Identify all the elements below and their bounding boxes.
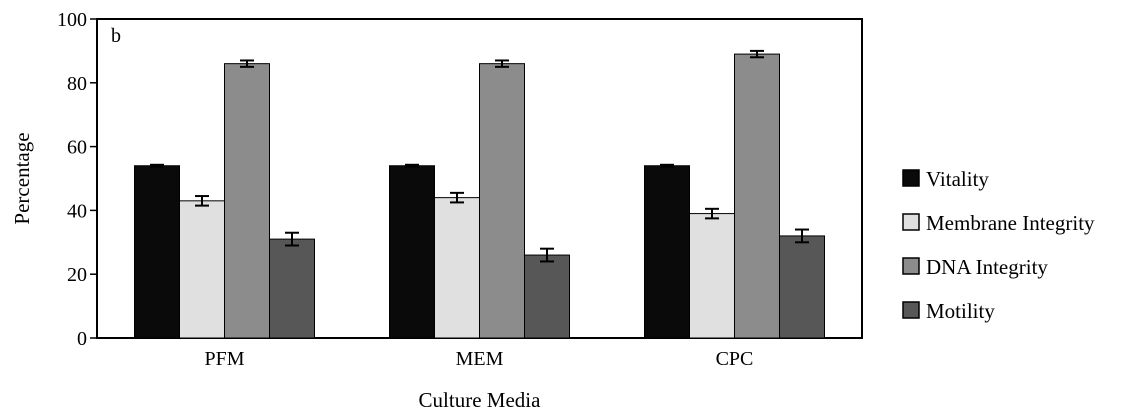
error-bar	[795, 228, 809, 244]
x-tick-label: PFM	[204, 348, 244, 370]
error-bar	[450, 191, 464, 204]
bar-dna-integrity-mem	[479, 63, 525, 339]
error-bar	[750, 49, 764, 59]
legend-label: Motility	[926, 299, 995, 323]
bar-membrane-integrity-cpc	[689, 213, 735, 339]
bar-vitality-cpc	[644, 165, 690, 339]
error-bar	[495, 59, 509, 68]
legend-item: DNA Integrity	[902, 255, 1048, 279]
y-tick-label: 100	[57, 9, 87, 31]
error-bars-group	[150, 49, 809, 263]
legend: Vitality Membrane Integrity DNA Integrity M…	[902, 167, 1095, 323]
error-bar	[540, 247, 554, 263]
x-tick-label: CPC	[716, 348, 754, 370]
bar-vitality-pfm	[134, 165, 180, 339]
error-bar	[660, 163, 674, 168]
bar-dna-integrity-cpc	[734, 53, 780, 339]
y-axis-title: Percentage	[10, 132, 34, 224]
legend-swatch	[902, 257, 920, 275]
error-bar	[285, 231, 299, 247]
y-tick-label: 0	[77, 328, 87, 350]
bar-membrane-integrity-mem	[434, 197, 480, 339]
y-tick-label: 60	[67, 137, 87, 159]
y-tick-label: 80	[67, 73, 87, 95]
plot-area	[96, 18, 863, 339]
error-bar	[195, 195, 209, 207]
y-axis: 0 20 40 60 80 100	[57, 9, 97, 350]
x-axis: PFM MEM CPC	[204, 348, 753, 370]
error-bar	[240, 59, 254, 68]
x-axis-title: Culture Media	[419, 388, 542, 412]
bar-motility-pfm	[269, 238, 315, 339]
bar-membrane-integrity-pfm	[179, 200, 225, 339]
legend-swatch	[902, 301, 920, 319]
panel-label: b	[111, 25, 121, 47]
y-tick-label: 40	[67, 200, 87, 222]
bar-vitality-mem	[389, 165, 435, 339]
legend-swatch	[902, 213, 920, 231]
error-bar	[150, 163, 164, 168]
bar-dna-integrity-pfm	[224, 63, 270, 339]
bar-motility-mem	[524, 254, 570, 339]
bars-group	[134, 53, 825, 339]
error-bar	[705, 207, 719, 220]
y-tick-label: 20	[67, 264, 87, 286]
x-tick-label: MEM	[456, 348, 504, 370]
legend-item: Motility	[902, 299, 995, 323]
legend-item: Vitality	[902, 167, 989, 191]
legend-label: Vitality	[926, 167, 989, 191]
legend-item: Membrane Integrity	[902, 211, 1095, 235]
legend-swatch	[902, 169, 920, 187]
legend-label: Membrane Integrity	[926, 211, 1095, 235]
legend-label: DNA Integrity	[926, 255, 1048, 279]
error-bar	[405, 163, 419, 168]
bar-motility-cpc	[779, 235, 825, 339]
